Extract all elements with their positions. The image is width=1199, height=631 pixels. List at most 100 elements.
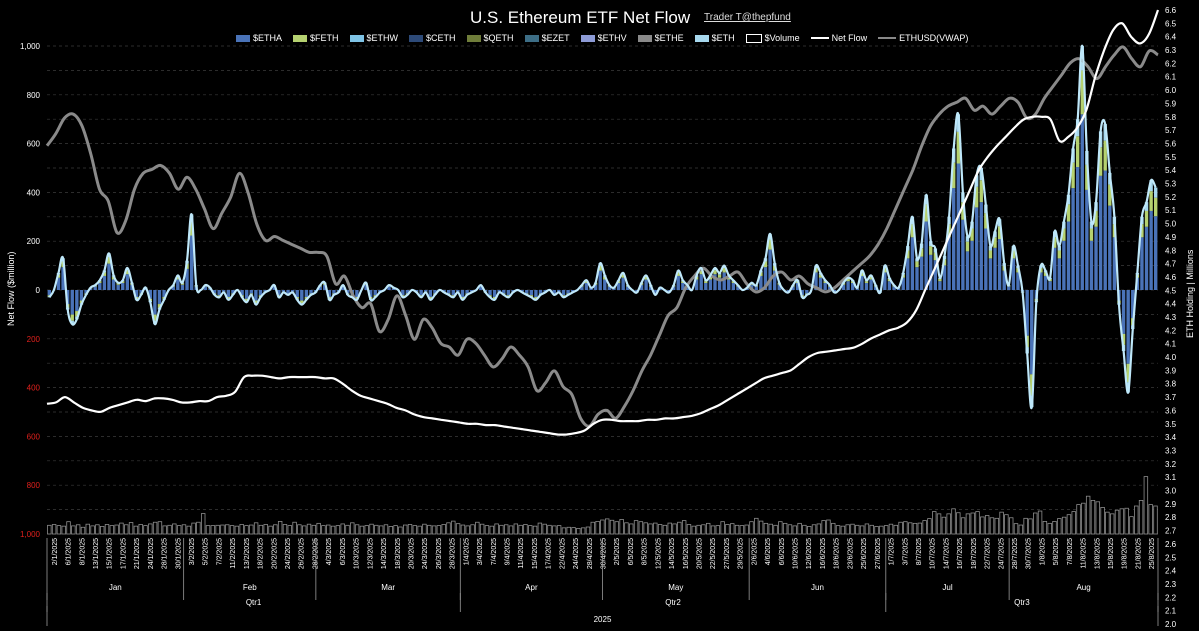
eth-bar xyxy=(979,168,983,181)
volume-bar xyxy=(297,524,302,535)
etha-bar xyxy=(180,284,185,290)
etha-bar xyxy=(938,281,942,290)
volume-bar xyxy=(855,524,860,535)
etha-bar xyxy=(704,282,708,290)
right-tick-label: 6.1 xyxy=(1165,73,1177,82)
x-tick-label: 10/6/2025 xyxy=(793,538,800,569)
volume-bar xyxy=(773,524,778,535)
volume-bar xyxy=(335,525,341,535)
etha-bar xyxy=(598,270,602,290)
volume-bar xyxy=(840,525,846,535)
feth-bar xyxy=(102,272,107,276)
eth-bar xyxy=(1144,202,1149,211)
etha-bar xyxy=(263,290,267,292)
etha-bar xyxy=(823,282,827,290)
volume-bar xyxy=(359,525,365,535)
volume-bar xyxy=(609,519,615,535)
x-tick-label: 7/2/2025 xyxy=(217,538,224,565)
volume-bar xyxy=(908,522,913,535)
etha-bar xyxy=(529,290,534,296)
month-label: Mar xyxy=(381,583,395,592)
etha-bar xyxy=(791,286,795,290)
right-tick-label: 5.9 xyxy=(1165,99,1177,108)
volume-bar xyxy=(157,521,163,535)
right-tick-label: 4.7 xyxy=(1165,260,1177,269)
credit-link[interactable]: Trader T@thepfund xyxy=(704,12,791,23)
volume-bar xyxy=(354,524,360,535)
feth-bar xyxy=(818,274,823,278)
x-tick-label: 11/4/2025 xyxy=(518,538,525,569)
etha-bar xyxy=(795,282,800,290)
feth-bar xyxy=(70,314,74,321)
right-tick-label: 3.1 xyxy=(1165,473,1177,482)
etha-bar xyxy=(855,288,859,290)
volume-bar xyxy=(398,526,403,535)
x-tick-label: 1/8/2025 xyxy=(1039,538,1046,565)
etha-bar xyxy=(281,290,286,292)
volume-bar xyxy=(826,519,831,535)
legend-item: $FETH xyxy=(293,33,339,43)
volume-bar xyxy=(71,525,76,535)
right-tick-label: 4.6 xyxy=(1165,273,1177,282)
ethusd-vwap-line xyxy=(45,45,1159,428)
etha-bar xyxy=(887,281,892,290)
right-tick-label: 4.1 xyxy=(1165,340,1177,349)
volume-bar xyxy=(321,525,326,535)
feth-bar xyxy=(584,281,589,283)
feth-bar xyxy=(915,261,919,268)
feth-bar xyxy=(727,276,731,280)
volume-bar xyxy=(220,524,225,535)
volume-bar xyxy=(605,518,610,535)
volume-bar xyxy=(80,526,86,535)
volume-bar xyxy=(677,521,682,535)
volume-bar xyxy=(1148,504,1153,535)
etha-bar xyxy=(332,290,336,294)
volume-bar xyxy=(263,524,268,535)
x-tick-label: 12/3/2025 xyxy=(367,538,374,569)
month-label: Jun xyxy=(811,583,824,592)
etha-bar xyxy=(1002,270,1006,290)
eth-bar xyxy=(965,236,970,242)
volume-bar xyxy=(66,521,71,535)
volume-bar xyxy=(648,523,653,535)
feth-bar xyxy=(107,257,111,264)
etha-bar xyxy=(892,286,896,290)
x-tick-label: 2/1/2025 xyxy=(52,538,59,565)
etha-bar xyxy=(947,237,951,290)
right-tick-label: 3.3 xyxy=(1165,446,1177,455)
right-tick-label: 3.6 xyxy=(1165,406,1177,415)
volume-bar xyxy=(1153,505,1158,535)
volume-bar xyxy=(835,525,841,535)
volume-bar xyxy=(686,524,692,535)
volume-bar xyxy=(720,521,725,535)
volume-bar xyxy=(1095,501,1100,535)
x-tick-label: 23/6/2025 xyxy=(847,538,854,569)
etha-bar xyxy=(387,286,391,290)
series-lines xyxy=(45,9,1160,436)
feth-bar xyxy=(970,228,974,241)
right-tick-label: 2.3 xyxy=(1165,580,1177,589)
x-tick-label: 3/2/2025 xyxy=(189,538,196,565)
x-tick-label: 8/5/2025 xyxy=(642,538,649,565)
chart-legend: $ETHA $FETH $ETHW $CETH $QETH $EZET $ETHV $ETHE… xyxy=(236,32,979,44)
etha-bar xyxy=(671,286,676,290)
feth-bar xyxy=(116,283,120,285)
x-tick-label: 18/3/2025 xyxy=(395,538,402,569)
volume-bar xyxy=(1071,511,1076,535)
x-tick-label: 22/4/2025 xyxy=(559,538,566,569)
etha-bar xyxy=(805,290,809,294)
volume-bar xyxy=(441,524,446,535)
etha-bar xyxy=(639,284,644,290)
volume-bar xyxy=(528,525,533,535)
etha-bar xyxy=(993,247,997,290)
x-tick-label: 28/3/2025 xyxy=(450,538,457,569)
legend-swatch xyxy=(878,37,897,40)
volume-bar xyxy=(253,522,259,535)
right-tick-label: 3.7 xyxy=(1165,393,1177,402)
feth-bar xyxy=(1144,210,1149,227)
volume-bar xyxy=(287,525,292,535)
feth-bar xyxy=(846,279,850,282)
volume-bar xyxy=(792,525,797,535)
etha-bar xyxy=(401,290,405,296)
etha-bar xyxy=(341,286,345,290)
